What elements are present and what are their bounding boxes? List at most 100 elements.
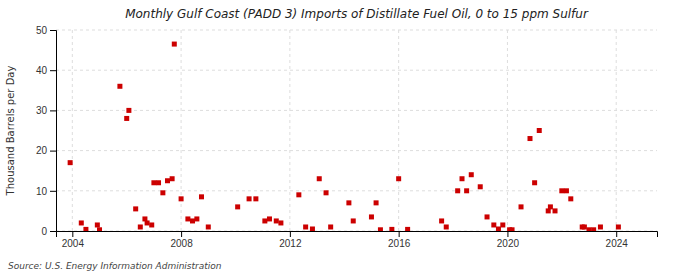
- point: [491, 222, 496, 227]
- y-axis: 0 10 20 30 40 50: [36, 25, 57, 237]
- point: [532, 180, 537, 185]
- point: [510, 227, 515, 231]
- x-grid-line: [72, 30, 73, 231]
- point: [117, 84, 122, 89]
- point: [324, 190, 329, 195]
- point: [396, 176, 401, 181]
- y-tick: 10: [36, 186, 56, 197]
- x-tick-mark: [72, 231, 73, 237]
- point: [455, 188, 460, 193]
- point: [126, 108, 131, 113]
- point: [303, 224, 308, 229]
- y-grid-line: [56, 110, 657, 111]
- plot: 2004 2008 2012 2016 2020 2024 0 10 20 30 40 50: [36, 25, 658, 249]
- point: [179, 196, 184, 201]
- y-grid-line: [56, 30, 657, 31]
- point: [460, 176, 465, 181]
- x-axis-line: [57, 232, 658, 238]
- x-axis: 2004 2008 2012 2016 2020 2024: [57, 231, 658, 249]
- point: [317, 176, 322, 181]
- point: [328, 224, 333, 229]
- point: [253, 196, 258, 201]
- x-grid-line: [289, 30, 290, 231]
- y-grid-line: [56, 150, 657, 151]
- y-tick: 30: [36, 105, 56, 116]
- y-tick-mark: [50, 191, 56, 192]
- point: [464, 188, 469, 193]
- point: [616, 224, 621, 229]
- y-tick-label: 50: [36, 25, 48, 36]
- point: [247, 196, 252, 201]
- x-tick-label: 2020: [497, 238, 520, 249]
- y-tick-mark: [50, 231, 56, 232]
- point: [149, 222, 154, 227]
- point: [185, 216, 190, 221]
- x-tick: 2016: [388, 231, 411, 249]
- y-tick: 50: [36, 25, 56, 36]
- point: [528, 136, 533, 141]
- point: [194, 216, 199, 221]
- y-tick-label: 40: [36, 65, 48, 76]
- y-tick-mark: [50, 110, 56, 111]
- x-tick: 2024: [606, 231, 629, 249]
- point: [172, 42, 177, 47]
- y-tick-mark: [50, 151, 56, 152]
- point: [478, 184, 483, 189]
- x-tick-label: 2016: [388, 238, 411, 249]
- point: [235, 204, 240, 209]
- point: [262, 218, 267, 223]
- point: [537, 128, 542, 133]
- point: [469, 172, 474, 177]
- y-grid-line: [56, 70, 657, 71]
- y-tick-label: 10: [36, 186, 48, 197]
- x-tick: 2004: [62, 231, 85, 249]
- point: [378, 227, 383, 231]
- point: [296, 192, 301, 197]
- grid: [56, 30, 657, 231]
- x-tick-label: 2012: [279, 238, 302, 249]
- point: [598, 224, 603, 229]
- point: [156, 180, 161, 185]
- chart: 20042008201220162020202401020304050Month…: [0, 0, 675, 275]
- x-tick-mark: [616, 231, 617, 237]
- point: [274, 218, 279, 223]
- point: [519, 204, 524, 209]
- x-tick-mark: [290, 231, 291, 237]
- point: [206, 224, 211, 229]
- y-axis-title: Thousand Barrels per Day: [5, 66, 16, 197]
- point: [278, 220, 283, 225]
- y-tick: 40: [36, 65, 56, 76]
- y-axis-line: [50, 31, 57, 232]
- point: [444, 224, 449, 229]
- point: [564, 188, 569, 193]
- point: [496, 226, 501, 231]
- x-grid-line: [616, 30, 617, 231]
- point: [267, 216, 272, 221]
- x-tick: 2008: [170, 231, 193, 249]
- x-tick: 2020: [497, 231, 520, 249]
- point: [160, 190, 165, 195]
- x-grid-line: [398, 30, 399, 231]
- point: [568, 196, 573, 201]
- point: [369, 214, 374, 219]
- x-tick-mark: [507, 231, 508, 237]
- y-tick: 0: [41, 226, 56, 237]
- y-tick-label: 0: [41, 226, 47, 237]
- point: [133, 206, 138, 211]
- point: [351, 218, 356, 223]
- point: [124, 116, 129, 121]
- x-tick-mark: [181, 231, 182, 237]
- y-tick-mark: [50, 70, 56, 71]
- y-tick-mark: [50, 30, 56, 31]
- point: [587, 227, 592, 231]
- point: [389, 227, 394, 231]
- y-tick: 20: [36, 145, 56, 156]
- point: [151, 180, 156, 185]
- point: [591, 227, 596, 231]
- point: [582, 224, 587, 229]
- point: [95, 222, 100, 227]
- point: [170, 176, 175, 181]
- point: [405, 227, 410, 231]
- x-tick-label: 2008: [170, 238, 193, 249]
- y-tick-label: 30: [36, 105, 48, 116]
